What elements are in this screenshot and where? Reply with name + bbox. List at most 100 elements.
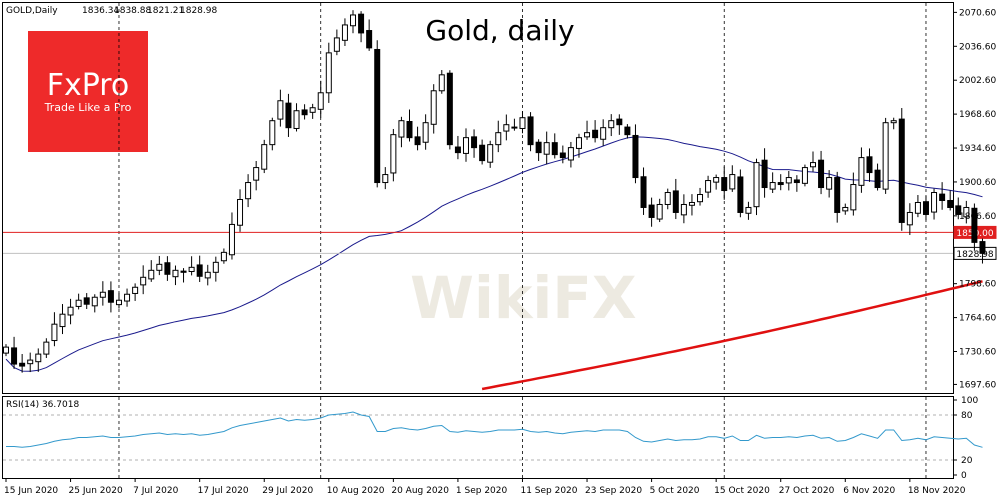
time-tick-label: 7 Jul 2020 [133,486,178,496]
candle-body [51,323,58,342]
candle-body [196,264,203,277]
price-axis: 2070.60 2036.60 2002.60 1968.60 1934.60 1900.… [953,8,996,481]
candle-body [705,180,712,193]
candle-body [237,198,244,226]
candle-body [858,157,865,186]
price-tick-label: 1968.60 [959,110,996,120]
candle-body [115,299,122,306]
price-tick-label: 1866.60 [959,212,996,222]
time-axis: 15 Jun 2020 25 Jun 2020 7 Jul 2020 17 Jul 2… [4,478,966,496]
candle-body [462,137,469,154]
time-tick-label: 11 Sep 2020 [520,486,577,496]
candle-body [793,179,800,184]
main-plot-frame [2,2,954,394]
fxpro-logo-tagline: Trade Like a Pro [44,101,132,114]
candle-body [567,147,574,161]
candle-body [785,177,792,184]
price-tick-label: 2070.60 [959,8,996,18]
candle-body [753,162,760,208]
candle-body [535,141,542,154]
candle-body [608,120,615,129]
candle-body [810,162,816,168]
candle-body [59,313,66,328]
candle-body [503,124,510,132]
candle-body [979,241,986,254]
header-close: 1828.98 [180,6,217,16]
candle-body [939,193,946,201]
candle-body [212,261,219,273]
candle-body [672,190,679,213]
candle-body [850,184,857,211]
price-tick-label: 1730.60 [959,348,996,358]
candle-body [269,120,276,146]
candle-body [866,156,873,174]
candle-body [906,211,913,226]
price-tick-label: 1798.60 [959,280,996,290]
candle-body [140,276,147,286]
ma-slow-line [481,280,983,391]
candle-body [124,293,131,302]
candle-body [963,206,970,218]
candle-body [454,146,461,154]
candles [3,10,986,373]
candle-body [132,286,139,294]
candle-body [971,207,978,243]
time-tick-label: 10 Aug 2020 [327,486,385,496]
time-tick-label: 6 Nov 2020 [843,486,895,496]
candle-body [301,109,308,116]
vertical-dashed-gridlines [118,3,927,478]
candle-body [350,14,357,27]
candle-body [882,122,889,190]
candle-body [640,176,647,208]
candle-body [511,126,518,129]
candle-body [592,129,599,139]
candle-body [898,118,905,223]
candle-body [874,169,881,189]
time-tick-label: 18 Nov 2020 [908,486,966,496]
candle-body [543,142,550,155]
candle-body [27,359,34,365]
symbol-header: GOLD,Daily [6,6,58,16]
candle-body [148,269,155,280]
candle-body [228,223,235,256]
candle-body [341,24,348,41]
candle-body [3,346,9,354]
candle-body [559,152,566,159]
candle-body [479,144,486,162]
candle-body [43,341,50,355]
candle-body [75,299,82,307]
time-tick-label: 27 Oct 2020 [779,486,835,496]
candle-body [446,72,453,146]
rsi-plot-frame [2,396,954,479]
rsi-line [6,411,983,448]
candle-body [382,174,389,184]
fxpro-logo: FxPro Trade Like a Pro [28,31,148,152]
candle-body [947,199,954,208]
time-tick-label: 20 Aug 2020 [391,486,449,496]
price-tick-label: 1764.60 [959,314,996,324]
candle-body [632,134,639,179]
candle-body [406,120,413,139]
candle-body [430,90,437,125]
candle-body [527,116,534,146]
horizontal-price-lines: 1850.001828.98 [3,225,997,260]
candle-body [890,120,897,124]
candle-body [358,13,365,34]
candle-body [737,176,744,213]
ma-fast-line [5,136,983,372]
header-high: 1838.88 [114,6,151,16]
candle-body [931,192,938,213]
candle-body [245,182,252,200]
rsi-indicator [3,411,983,461]
current-price-tag [953,246,997,260]
candle-body [35,353,42,363]
candle-body [156,263,163,271]
candle-body [67,306,74,316]
time-tick-label: 5 Oct 2020 [650,486,700,496]
candle-body [317,92,324,110]
candle-body [834,177,841,213]
candle-body [656,203,663,220]
time-tick-label: 1 Sep 2020 [456,486,508,496]
rsi-tick-label: 20 [961,456,973,466]
